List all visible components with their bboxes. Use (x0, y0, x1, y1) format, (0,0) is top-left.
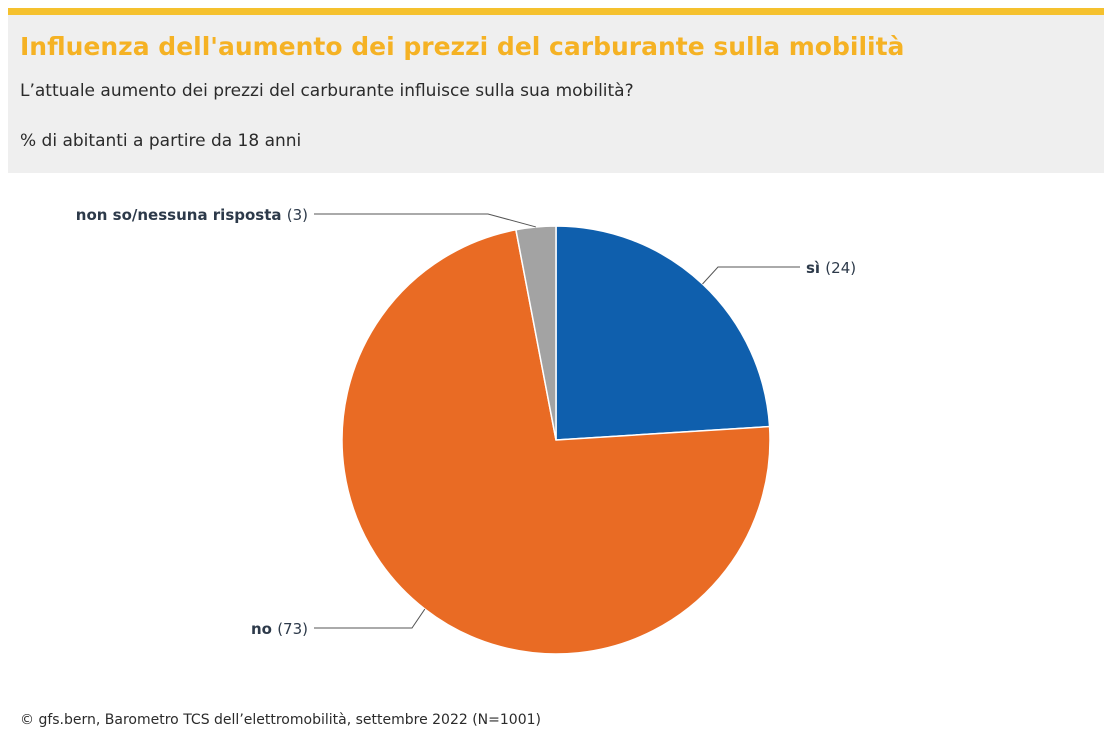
pie-chart: sì (24) no (73) non so/nessuna risposta (3… (76, 206, 856, 655)
leader-line-0 (702, 266, 800, 285)
slice-label-value-1: (73) (277, 620, 308, 638)
slice-label-category-2: non so/nessuna risposta (76, 206, 287, 224)
slice-label-category-0: sì (806, 259, 825, 277)
slice-label-2: non so/nessuna risposta (3) (76, 206, 308, 224)
slice-label-1: no (73) (251, 620, 308, 638)
chart-title: Influenza dell'aumento dei prezzi del ca… (20, 32, 905, 61)
slice-label-category-1: no (251, 620, 277, 638)
accent-bar (8, 8, 1104, 15)
source-note: © gfs.bern, Barometro TCS dell’elettromo… (20, 712, 541, 728)
pie-slice-1 (341, 228, 771, 655)
chart-header: Influenza dell'aumento dei prezzi del ca… (8, 15, 1104, 173)
slice-label-value-0: (24) (825, 259, 856, 277)
pie-slice-0 (555, 225, 771, 441)
unit-note: % di abitanti a partire da 18 anni (20, 131, 302, 151)
slice-label-0: sì (24) (806, 259, 856, 277)
leader-line-2 (314, 213, 536, 228)
leader-line-1 (314, 608, 426, 629)
chart-subtitle: L’attuale aumento dei prezzi del carbura… (20, 81, 634, 101)
slice-label-value-2: (3) (287, 206, 308, 224)
